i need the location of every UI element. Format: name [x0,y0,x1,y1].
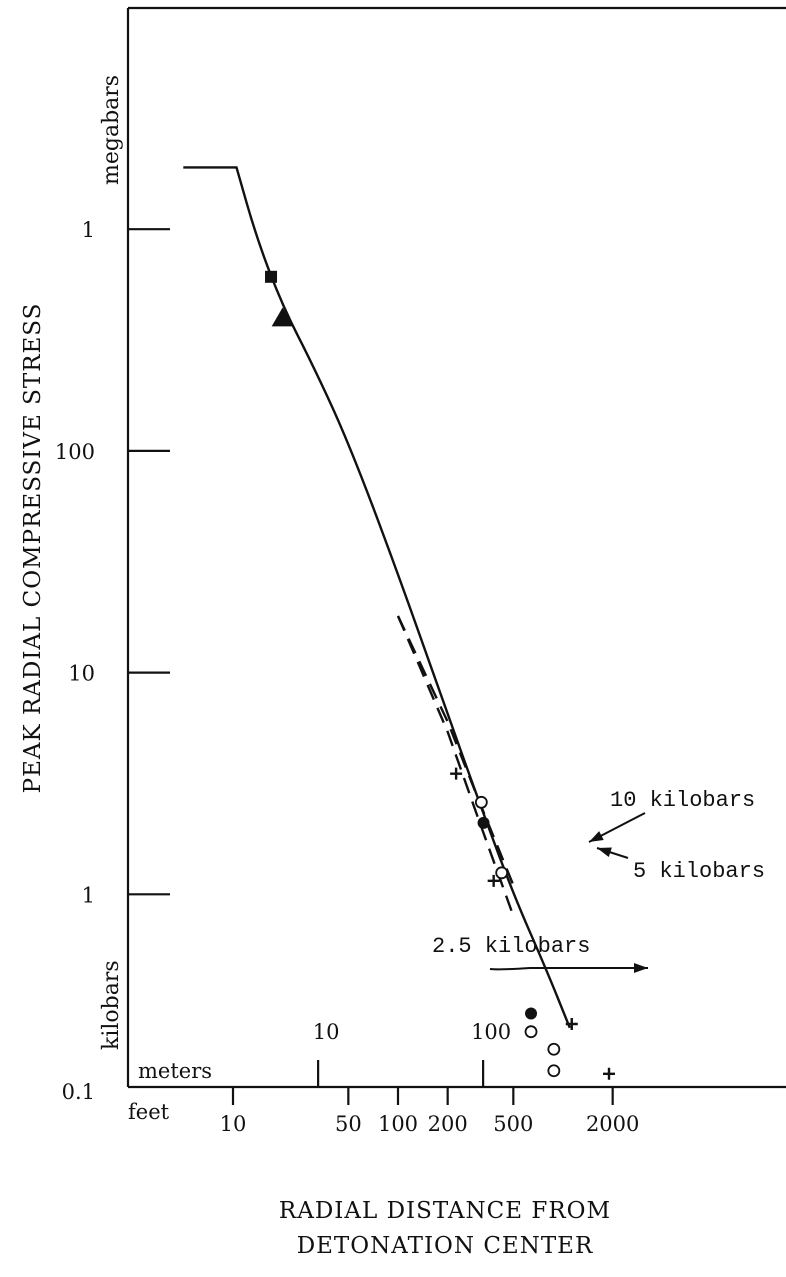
y-unit-label-kilobars: kilobars [99,960,124,1050]
marker-triangle [271,307,294,327]
annotation-arrow-line [489,967,648,971]
marker-square [265,270,278,283]
marker-filled-circle [525,1007,538,1020]
y-tick-label: 100 [55,440,95,464]
marker-open-circle [495,866,509,880]
x-feet-tick-label: 100 [378,1112,418,1136]
x-feet-tick-label: 50 [335,1112,362,1136]
y-tick-label: 1 [82,218,95,242]
x-feet-tick-label: 500 [493,1112,533,1136]
y-axis-title: PEAK RADIAL COMPRESSIVE STRESS [20,303,46,794]
marker-open-circle [474,795,488,809]
x-feet-tick-label: 200 [428,1112,468,1136]
x-axis-title-line-2: DETONATION CENTER [297,1233,594,1259]
series-line-3 [396,615,515,917]
series-layer [183,166,571,1029]
markers-layer [265,270,615,1080]
annotation-arrowhead [597,847,612,858]
annotation-label: 10 kilobars [610,788,755,813]
y-tick-label: 10 [68,662,95,686]
marker-plus [487,874,500,887]
marker-plus [602,1067,615,1080]
marker-open-circle [547,1042,561,1056]
annotation-label: 2.5 kilobars [432,934,590,959]
labels-layer: 1 100 10 1 0.1 megabars kilobars PEAK RADIAL CO… [20,75,765,1259]
axes [126,6,786,1105]
annotation-arrowhead [634,963,648,973]
x-meters-tick-label: 10 [313,1020,340,1044]
x-feet-label: feet [128,1100,170,1124]
x-axis-title-line-1: RADIAL DISTANCE FROM [279,1198,611,1224]
annotation-arrowhead [589,831,604,842]
marker-open-circle [524,1025,538,1039]
x-meters-tick-label: 100 [471,1020,511,1044]
series-line-1 [183,166,571,1029]
annotation-label: 5 kilobars [633,859,765,884]
marker-plus [565,1018,578,1030]
x-meters-label: meters [138,1059,212,1083]
y-tick-label: 1 [82,883,95,907]
x-feet-tick-label: 2000 [586,1112,639,1136]
y-tick-label: 0.1 [62,1080,95,1104]
series-line-2 [396,615,515,886]
x-feet-tick-label: 10 [220,1112,247,1136]
marker-filled-circle [477,816,490,829]
marker-open-circle [547,1064,561,1078]
marker-plus [450,767,463,780]
y-unit-label-megabars: megabars [99,75,124,185]
